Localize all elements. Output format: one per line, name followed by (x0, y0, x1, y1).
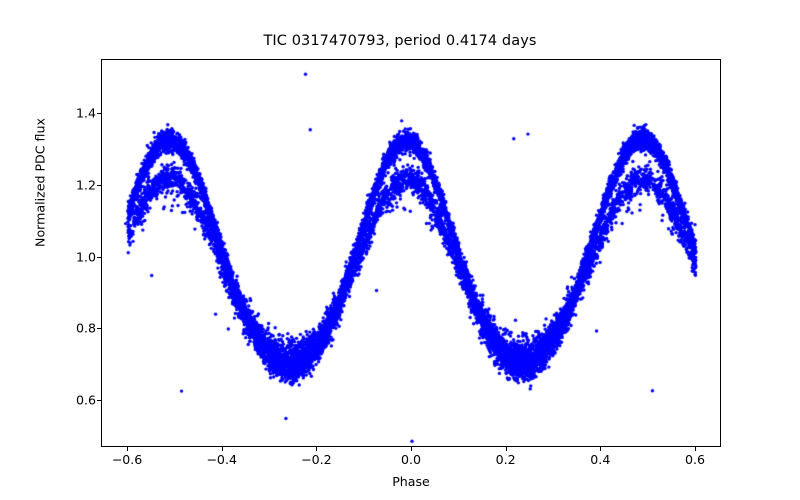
x-tick-label: 0.0 (400, 452, 422, 467)
x-tick-mark (600, 447, 602, 451)
x-tick-label: −0.2 (301, 452, 332, 467)
y-tick-label: 1.0 (75, 249, 96, 265)
scatter-plot-canvas (102, 60, 720, 446)
x-tick-mark (411, 447, 413, 451)
y-tick-label: 0.8 (75, 320, 96, 336)
x-axis-tick-labels: −0.6 −0.4 −0.2 0.0 0.2 0.4 0.6 (101, 452, 721, 472)
y-axis-label: Normalized PDC flux (32, 118, 48, 247)
page-title: TIC 0317470793, period 0.4174 days (263, 33, 537, 49)
x-tick-mark (694, 447, 697, 451)
x-tick-mark (221, 447, 223, 451)
x-tick-label: 0.6 (684, 452, 705, 467)
x-tick-mark (316, 447, 318, 451)
y-tick-label: 1.2 (75, 177, 96, 193)
x-tick-label: 0.4 (590, 452, 611, 467)
plot-axes (101, 59, 721, 447)
y-tick-mark (97, 399, 101, 401)
y-tick-mark (97, 113, 101, 115)
x-tick-mark (505, 447, 507, 451)
y-tick-label: 1.4 (75, 105, 96, 121)
y-tick-mark (97, 328, 101, 330)
y-tick-mark (97, 256, 101, 258)
y-axis-tick-labels: 0.6 0.8 1.0 1.2 1.4 (28, 59, 96, 447)
x-axis-label: Phase (392, 474, 430, 489)
x-tick-mark (127, 447, 129, 451)
x-tick-label: −0.6 (111, 452, 143, 467)
x-tick-label: −0.4 (206, 452, 237, 467)
y-tick-label: 0.6 (75, 392, 96, 408)
x-tick-label: 0.2 (495, 452, 516, 467)
y-tick-mark (97, 184, 101, 187)
